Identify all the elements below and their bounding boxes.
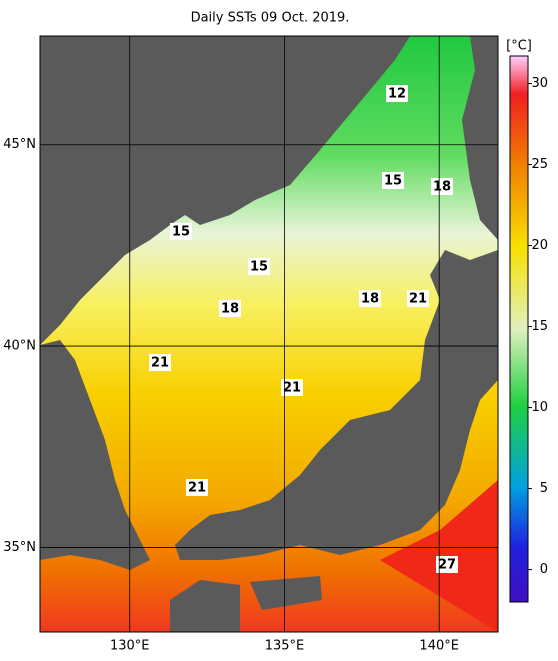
title: Daily SSTs 09 Oct. 2019. [191,11,350,26]
map-frame [39,35,499,633]
lat-label: 45°N [3,137,36,152]
contour-label: 21 [151,356,169,371]
colorbar-tick-label: 20 [531,238,548,253]
contour-label: 18 [221,302,239,317]
colorbar-tick-label: 10 [531,400,548,415]
colorbar-tick-label: 0 [540,562,548,577]
contour-label: 21 [409,292,427,307]
colorbar-tick-label: 15 [531,319,548,334]
colorbar-unit: [°C] [506,39,532,54]
contour-label: 21 [188,481,206,496]
colorbar-tick-label: 30 [531,76,548,91]
lon-label: 135°E [265,639,305,654]
colorbar-tick-label: 25 [531,157,548,172]
map-area [40,36,498,632]
contour-label: 18 [433,180,451,195]
land [40,36,498,632]
contour-label: 15 [250,260,268,275]
contour-label: 27 [438,558,456,573]
colorbar-tick-label: 5 [540,481,548,496]
lon-label: 140°E [419,639,459,654]
lon-label: 130°E [110,639,150,654]
lat-label: 40°N [3,339,36,354]
contour-label: 21 [283,381,301,396]
contour-label: 15 [384,174,402,189]
colorbar [509,55,529,603]
contour-label: 18 [361,292,379,307]
contour-label: 12 [388,87,406,102]
lat-label: 35°N [3,540,36,555]
contour-labels: 12 15 18 15 15 18 18 21 21 21 21 27 [149,85,458,573]
contour-label: 15 [172,225,190,240]
